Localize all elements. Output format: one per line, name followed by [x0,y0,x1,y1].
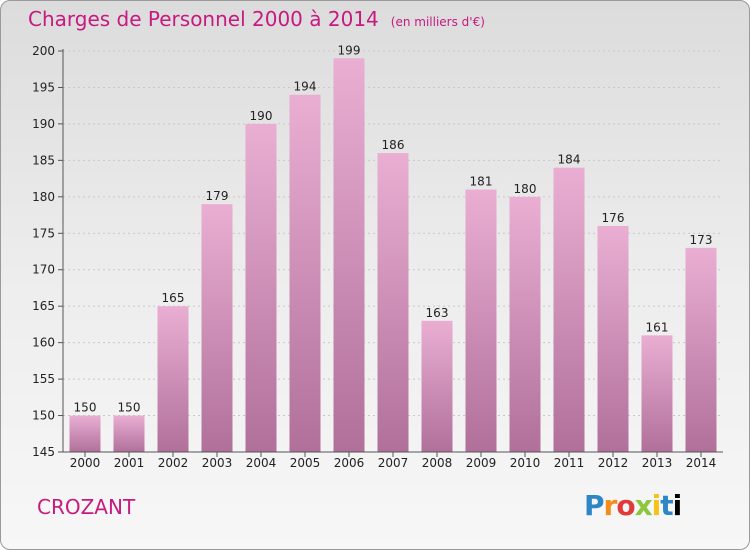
bar-value-label: 161 [646,320,669,334]
bar-value-label: 194 [294,80,317,94]
x-tick-label: 2013 [642,456,673,470]
bar [641,335,673,452]
bar-value-label: 199 [338,43,361,57]
y-tick-label: 165 [32,299,55,313]
bar [465,189,497,452]
y-tick-label: 200 [32,44,55,58]
bar [421,320,453,452]
bar-value-label: 180 [514,182,537,196]
bar [245,123,277,452]
x-tick-label: 2014 [686,456,717,470]
bar [685,247,717,452]
bar-value-label: 176 [602,211,625,225]
chart-title: Charges de Personnel 2000 à 2014 (en mill… [28,7,485,31]
x-tick-label: 2006 [334,456,365,470]
bar [113,415,145,452]
commune-name: CROZANT [37,495,136,519]
proxiti-logo: Proxiti [584,489,682,522]
bar-value-label: 184 [558,153,581,167]
bar [289,94,321,452]
y-tick-label: 160 [32,336,55,350]
y-tick-label: 150 [32,409,55,423]
y-tick-label: 190 [32,117,55,131]
bar-value-label: 163 [426,306,449,320]
y-tick-label: 155 [32,372,55,386]
bar-value-label: 179 [206,189,229,203]
chart-title-text: Charges de Personnel 2000 à 2014 [28,7,379,31]
x-tick-label: 2003 [202,456,233,470]
x-tick-label: 2008 [422,456,453,470]
bar-value-label: 165 [162,291,185,305]
bar [509,196,541,452]
bar-value-label: 181 [470,175,493,189]
bar [157,306,189,452]
x-tick-label: 2004 [246,456,277,470]
bar [553,167,585,452]
y-tick-label: 180 [32,190,55,204]
x-tick-label: 2010 [510,456,541,470]
x-tick-label: 2001 [114,456,145,470]
y-tick-label: 195 [32,80,55,94]
y-tick-label: 185 [32,153,55,167]
y-tick-label: 170 [32,263,55,277]
x-tick-label: 2005 [290,456,321,470]
bar-value-label: 173 [690,233,713,247]
bar-value-label: 150 [118,401,141,415]
bar-value-label: 186 [382,138,405,152]
x-tick-label: 2007 [378,456,409,470]
chart-subtitle: (en milliers d'€) [390,15,485,29]
bar [69,415,101,452]
bar [377,153,409,452]
bar-value-label: 150 [74,401,97,415]
x-tick-label: 2009 [466,456,497,470]
x-tick-label: 2002 [158,456,189,470]
x-tick-label: 2011 [554,456,585,470]
y-tick-label: 175 [32,226,55,240]
x-tick-label: 2012 [598,456,629,470]
bar [201,204,233,452]
bar [597,225,629,452]
y-tick-label: 145 [32,445,55,459]
bar [333,58,365,453]
x-tick-label: 2000 [70,456,101,470]
bar-value-label: 190 [250,109,273,123]
